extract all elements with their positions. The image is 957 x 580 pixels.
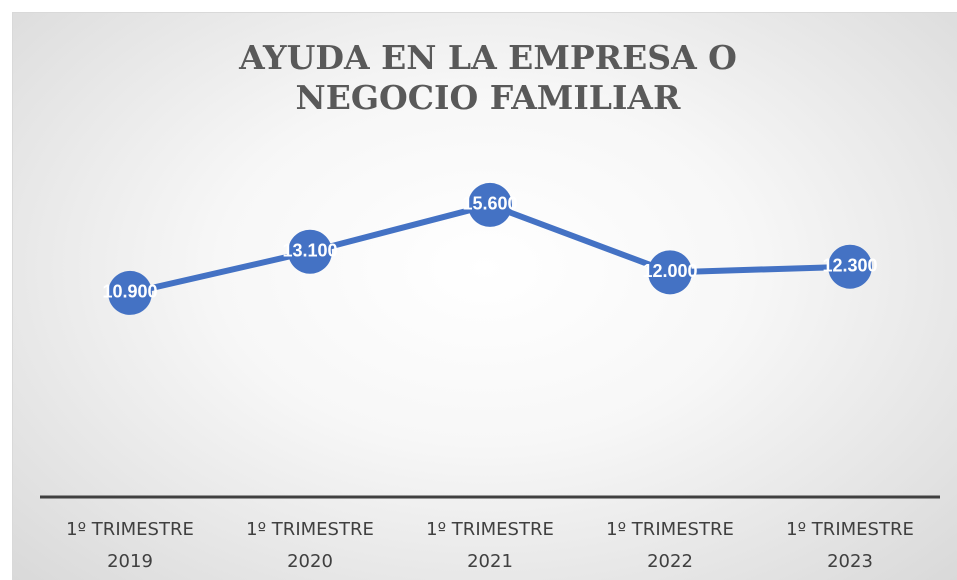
x-tick-label: 1º TRIMESTRE 2023 — [786, 519, 914, 572]
x-tick-label: 1º TRIMESTRE 2021 — [426, 519, 554, 572]
data-label: 12.300 — [822, 255, 877, 275]
marker — [288, 229, 332, 274]
x-tick-label: 1º TRIMESTRE 2020 — [246, 519, 374, 572]
chart-area — [12, 12, 957, 580]
marker — [468, 182, 512, 227]
marker — [108, 270, 152, 315]
data-label: 12.000 — [642, 261, 697, 281]
data-label: 15.600 — [462, 194, 517, 214]
data-label: 10.900 — [102, 282, 157, 302]
data-label: 13.100 — [282, 240, 337, 260]
chart-title: AYUDA EN LA EMPRESA O NEGOCIO FAMILIAR — [239, 38, 737, 117]
marker — [648, 250, 692, 295]
x-tick-label: 1º TRIMESTRE 2022 — [606, 519, 734, 572]
marker — [828, 244, 872, 289]
x-tick-label: 1º TRIMESTRE 2019 — [66, 519, 194, 572]
